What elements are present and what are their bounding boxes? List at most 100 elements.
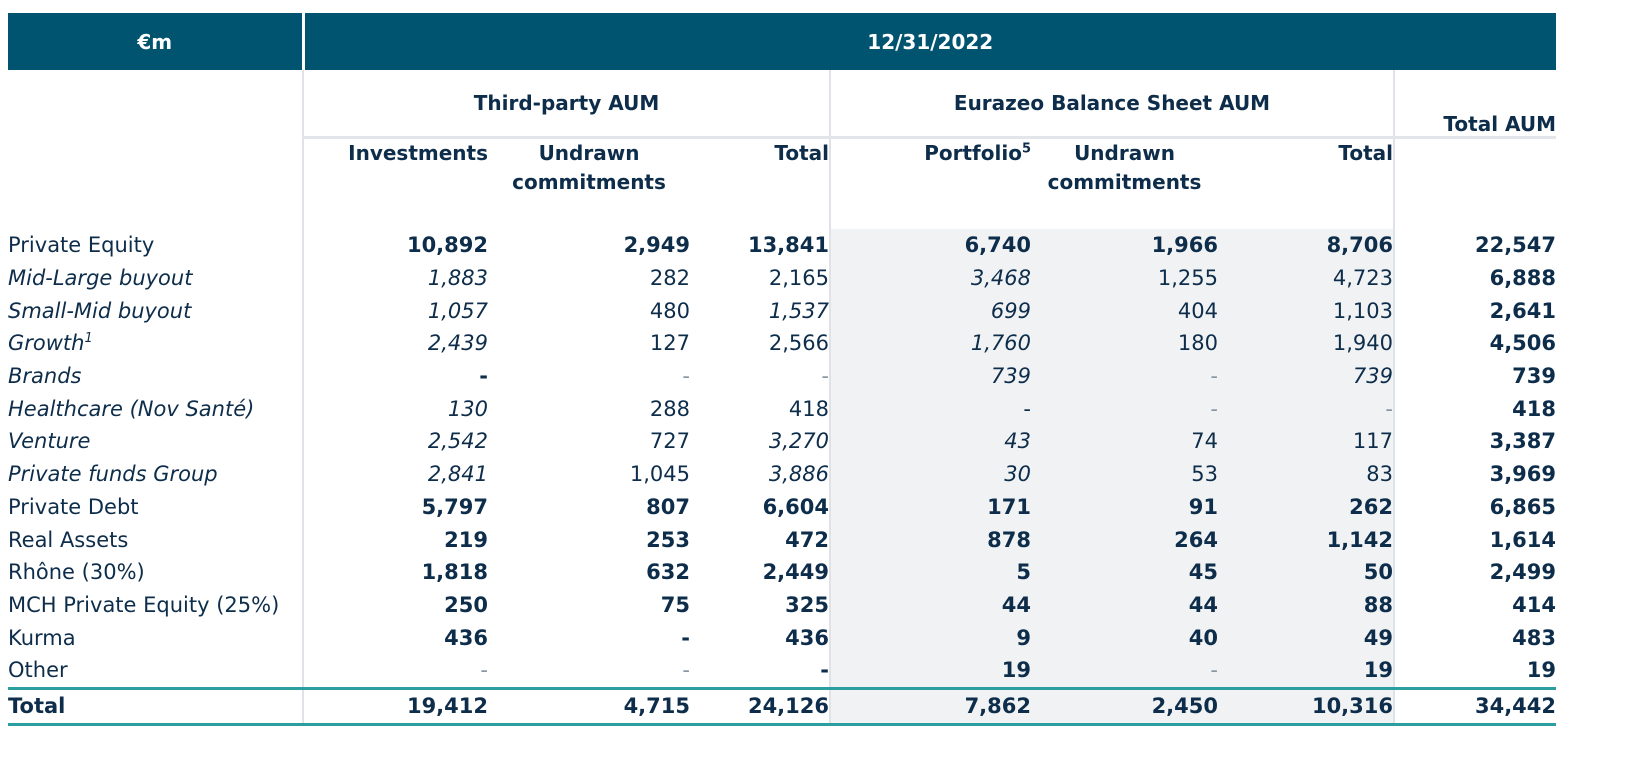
table-row: Kurma 436 - 436 9 40 49 483 (8, 621, 1557, 654)
cell-total-bs: 739 (1218, 359, 1394, 393)
cell-portfolio: 43 (829, 425, 1031, 458)
cell-undrawn-bs: 53 (1031, 457, 1218, 491)
table-row: Brands - - - 739 - 739 739 (8, 359, 1557, 393)
cell-undrawn-bs: 1,966 (1031, 229, 1218, 262)
cell-undrawn-bs: 1,255 (1031, 261, 1218, 295)
cell-total-aum: 739 (1392, 359, 1557, 393)
cell-undrawn-third: 807 (646, 494, 690, 519)
cell-total-third: - (820, 658, 829, 683)
col-undrawn-label-third: Undrawn commitments (512, 141, 666, 194)
cell-total-aum: 2,641 (1392, 294, 1557, 328)
row-label: Other (8, 658, 68, 683)
row-label: Growth1 (8, 327, 303, 360)
cell-investments: 10,892 (302, 229, 488, 262)
total-portfolio: 7,862 (829, 686, 1031, 726)
group-balance-sheet: Eurazeo Balance Sheet AUM (829, 70, 1394, 139)
cell-investments: 1,057 (302, 294, 488, 328)
group-third-party: Third-party AUM (302, 70, 830, 139)
table-row: Private Equity 10,892 2,949 13,841 6,740… (8, 229, 1557, 262)
cell-total-third: 436 (785, 625, 829, 650)
total-undrawn-bs: 2,450 (1031, 686, 1218, 726)
total-label: Total (8, 686, 303, 726)
row-label: Kurma (8, 625, 76, 650)
cell-portfolio: 30 (829, 457, 1031, 491)
cell-undrawn-third: 75 (660, 592, 690, 617)
cell-total-third: 1,537 (768, 298, 829, 323)
cell-investments: 436 (302, 621, 488, 654)
cell-total-third: 325 (785, 592, 829, 617)
cell-portfolio: 739 (829, 359, 1031, 393)
cell-portfolio: 19 (829, 653, 1031, 689)
table-row: Private funds Group 2,841 1,045 3,886 30… (8, 457, 1557, 491)
cell-portfolio: 5 (829, 555, 1031, 589)
table-row: Rhône (30%) 1,818 632 2,449 5 45 50 2,49… (8, 555, 1557, 589)
cell-total-bs: 88 (1218, 588, 1394, 622)
header-band: €m 12/31/2022 (8, 13, 1557, 70)
col-total-bs: Total (1338, 141, 1393, 165)
total-total-bs: 10,316 (1218, 686, 1394, 726)
col-portfolio-label: Portfolio (924, 141, 1022, 165)
cell-total-bs: 83 (1218, 457, 1394, 491)
row-label: Private Debt (8, 494, 139, 519)
group-total-aum: Total AUM (1392, 70, 1557, 139)
cell-total-aum: 414 (1392, 588, 1557, 622)
cell-total-aum: 3,969 (1392, 457, 1557, 491)
cell-total-aum: 418 (1392, 392, 1557, 426)
unit-header: €m (8, 13, 305, 70)
cell-undrawn-bs: 45 (1031, 555, 1218, 589)
table-row: Mid-Large buyout 1,883 282 2,165 3,468 1… (8, 261, 1557, 295)
col-total-aum-blank (1392, 137, 1557, 229)
total-row: Total 19,412 4,715 24,126 7,862 2,450 10… (8, 686, 1557, 726)
cell-portfolio: 171 (829, 490, 1031, 524)
cell-portfolio: 878 (829, 523, 1031, 556)
cell-undrawn-bs: 264 (1031, 523, 1218, 556)
cell-total-bs: 50 (1218, 555, 1394, 589)
cell-portfolio: 6,740 (829, 229, 1031, 262)
cell-investments: 2,542 (302, 425, 488, 458)
cell-total-bs: 1,103 (1218, 294, 1394, 328)
table-row: Real Assets 219 253 472 878 264 1,142 1,… (8, 523, 1557, 556)
cell-total-aum: 6,888 (1392, 261, 1557, 295)
cell-total-aum: 6,865 (1392, 490, 1557, 524)
cell-portfolio: - (829, 392, 1031, 426)
cell-investments: 250 (302, 588, 488, 622)
table-row: Other - - - 19 - 19 19 (8, 653, 1557, 689)
row-label: MCH Private Equity (25%) (8, 592, 280, 617)
cell-investments: 130 (302, 392, 488, 426)
row-label-text: Growth (8, 331, 85, 356)
cell-portfolio: 1,760 (829, 327, 1031, 360)
col-portfolio: Portfolio5 (829, 137, 1031, 229)
cell-total-bs: 49 (1218, 621, 1394, 654)
cell-portfolio: 44 (829, 588, 1031, 622)
cell-investments: - (302, 653, 488, 689)
row-label: Private Equity (8, 233, 155, 258)
portfolio-footnote-marker: 5 (1021, 141, 1031, 157)
row-label: Brands (8, 364, 82, 389)
cell-total-bs: 4,723 (1218, 261, 1394, 295)
cell-total-bs: 1,142 (1218, 523, 1394, 556)
cell-investments: 5,797 (302, 490, 488, 524)
row-label: Private funds Group (8, 462, 218, 487)
group-header-row: Third-party AUM Eurazeo Balance Sheet AU… (8, 70, 1557, 139)
cell-undrawn-third: 480 (649, 298, 690, 323)
cell-undrawn-third: 1,045 (629, 462, 690, 487)
growth-footnote-marker: 1 (84, 331, 93, 347)
cell-undrawn-bs: 180 (1031, 327, 1218, 360)
cell-total-aum: 483 (1392, 621, 1557, 654)
cell-total-third: 472 (785, 527, 829, 552)
table-row: MCH Private Equity (25%) 250 75 325 44 4… (8, 588, 1557, 622)
cell-total-bs: 1,940 (1218, 327, 1394, 360)
cell-undrawn-bs: 91 (1031, 490, 1218, 524)
cell-undrawn-bs: 404 (1031, 294, 1218, 328)
table-row: Healthcare (Nov Santé) 130 288 418 - - -… (8, 392, 1557, 426)
cell-undrawn-bs: - (1031, 392, 1218, 426)
cell-undrawn-bs: 44 (1031, 588, 1218, 622)
cell-undrawn-third: - (682, 364, 690, 389)
table-row: Private Debt 5,797 807 6,604 171 91 262 … (8, 490, 1557, 524)
cell-total-aum: 1,614 (1392, 523, 1557, 556)
table-row: Small-Mid buyout 1,057 480 1,537 699 404… (8, 294, 1557, 328)
cell-total-bs: 117 (1218, 425, 1394, 458)
cell-undrawn-bs: - (1031, 359, 1218, 393)
table-row: Growth1 2,439 127 2,566 1,760 180 1,940 … (8, 327, 1557, 360)
total-investments: 19,412 (302, 686, 488, 726)
